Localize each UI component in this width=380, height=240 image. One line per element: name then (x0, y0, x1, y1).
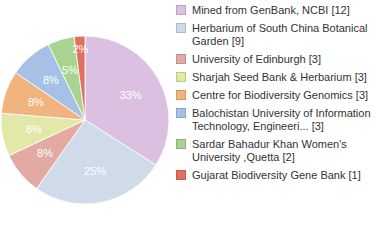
html-text:Sardar Bahadur Khan Women's Un: Sardar Bahadur Khan Women's University ,… (192, 138, 347, 163)
html-text:Centre for Biodiversity Genomi: Centre for Biodiversity Genomics [3] (192, 89, 369, 101)
html-text:Sharjah Seed Bank & Herbarium: Sharjah Seed Bank & Herbarium [3] (192, 71, 367, 83)
svg-text:5%: 5% (62, 64, 78, 76)
html-text:Balochistan University of Info: Balochistan University of Information Te… (192, 107, 371, 132)
svg-text:25%: 25% (84, 165, 106, 177)
html-text:Gujarat Biodiversity Gene Bank: Gujarat Biodiversity Gene Bank [1] (192, 169, 361, 181)
html-text:Herbarium of South China Botan: Herbarium of South China Botanical Garde… (192, 22, 368, 47)
svg-text:8%: 8% (26, 123, 42, 135)
html-text:Mined from GenBank, NCBI [12]: Mined from GenBank, NCBI [12] (192, 4, 350, 16)
svg-text:8%: 8% (43, 74, 59, 86)
svg-text:8%: 8% (37, 147, 53, 159)
svg-text:2%: 2% (72, 43, 88, 55)
html-text:University of Edinburgh [3]: University of Edinburgh [3] (192, 53, 321, 65)
svg-text:8%: 8% (28, 96, 44, 108)
svg-text:33%: 33% (120, 89, 142, 101)
